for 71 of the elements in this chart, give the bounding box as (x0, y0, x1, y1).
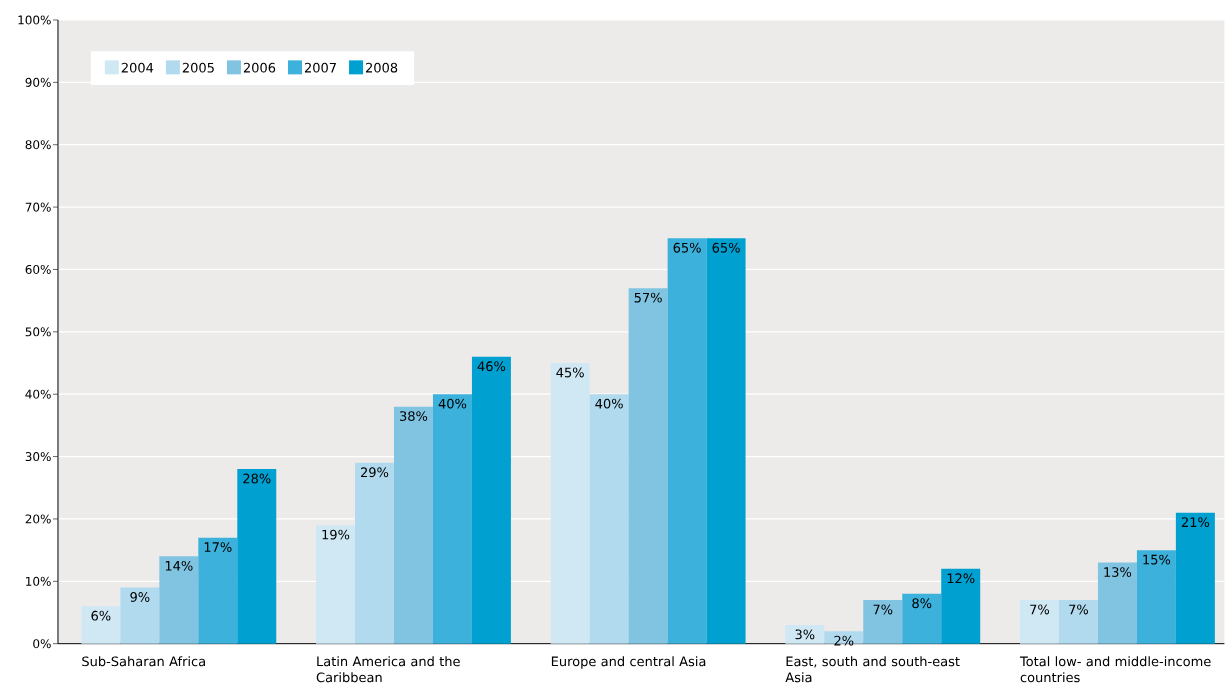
bar (1136, 550, 1176, 644)
data-label: 15% (1143, 554, 1171, 565)
data-label: 6% (91, 610, 111, 621)
data-label: 57% (634, 292, 662, 303)
y-tick-label: 30% (25, 452, 51, 462)
data-label: 9% (130, 592, 150, 603)
bar (81, 606, 121, 644)
bar (706, 238, 746, 644)
data-label: 3% (795, 629, 815, 640)
bar (941, 569, 981, 644)
data-label: 40% (595, 398, 623, 409)
data-label: 65% (712, 242, 740, 253)
data-label: 13% (1104, 567, 1132, 578)
data-label: 7% (1030, 604, 1050, 615)
bar (159, 556, 199, 644)
bar (316, 525, 355, 644)
x-tick-label: Total low- and middle-income countries (1019, 656, 1211, 683)
bar (589, 394, 629, 644)
data-label: 8% (912, 598, 932, 609)
x-tick-label: Europe and central Asia (551, 656, 706, 669)
y-tick-label: 100% (18, 15, 51, 25)
y-tick-label: 0% (33, 639, 51, 649)
bar (237, 469, 277, 644)
bar (667, 238, 707, 644)
x-tick-label: East, south and south-east Asia (785, 656, 960, 683)
data-label: 28% (243, 473, 271, 484)
data-label: 46% (477, 361, 506, 372)
data-label: 2% (834, 635, 854, 646)
y-tick-label: 70% (25, 202, 51, 212)
bar (785, 625, 825, 644)
x-tick-label: Sub-Saharan Africa (82, 656, 205, 667)
bar (471, 356, 511, 644)
y-tick-label: 90% (25, 77, 51, 88)
y-tick-label: 40% (25, 389, 51, 399)
legend-label: 2006 (243, 62, 276, 73)
bar (628, 288, 668, 644)
data-label: 38% (400, 411, 428, 422)
bar (393, 406, 433, 644)
y-tick-label: 80% (25, 140, 51, 150)
bar (1019, 600, 1059, 644)
legend-label: 2007 (304, 62, 336, 73)
x-tick-label: Latin America and the Caribbean (316, 656, 460, 683)
y-tick-label: 20% (25, 514, 51, 524)
data-label: 19% (322, 529, 350, 540)
legend-label: 2008 (366, 62, 398, 73)
y-tick-label: 60% (25, 265, 51, 275)
bar (863, 600, 903, 644)
data-label: 12% (947, 573, 975, 584)
data-label: 21% (1181, 517, 1210, 528)
data-label: 17% (204, 542, 232, 553)
bar (1058, 600, 1098, 644)
bar (1175, 512, 1215, 644)
bar (550, 363, 590, 644)
bar (120, 587, 160, 644)
legend-label: 2005 (182, 62, 214, 73)
bar (354, 462, 394, 644)
bar (824, 631, 864, 644)
y-tick-label: 50% (25, 327, 51, 337)
legend-label: 2004 (121, 62, 154, 73)
data-label: 7% (1069, 604, 1089, 615)
data-label: 29% (361, 467, 389, 478)
data-label: 40% (438, 398, 467, 409)
data-label: 65% (673, 242, 701, 253)
bar (1097, 562, 1137, 644)
data-label: 14% (165, 561, 193, 571)
data-label: 45% (556, 367, 584, 378)
bar (432, 394, 472, 644)
y-tick-label: 10% (26, 576, 51, 587)
bar (198, 537, 238, 644)
data-label: 7% (873, 604, 893, 615)
bar (902, 593, 942, 644)
